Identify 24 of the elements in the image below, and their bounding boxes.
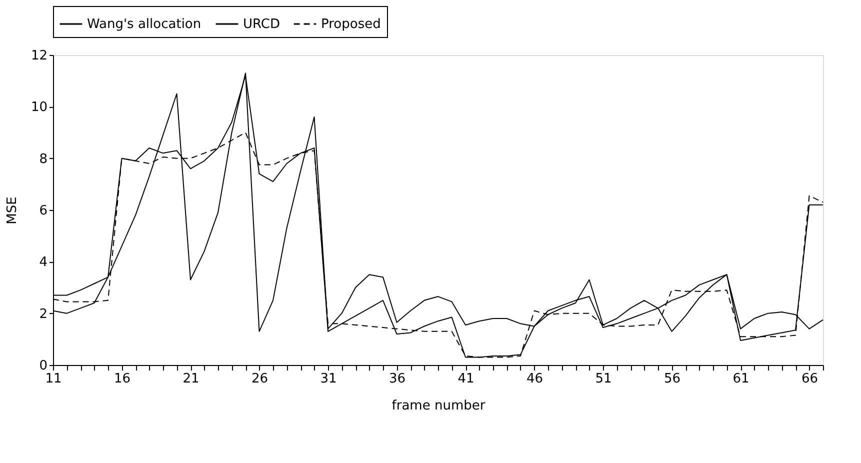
legend-label: Proposed (321, 17, 381, 32)
x-tick-label: 36 (388, 372, 406, 386)
y-tick-label: 2 (39, 306, 48, 322)
y-tick-label: 12 (30, 48, 48, 64)
y-axis-title: MSE (4, 196, 20, 224)
x-tick-label: 31 (320, 372, 337, 386)
x-tick-label: 41 (458, 372, 474, 386)
x-tick-label: 11 (45, 372, 62, 386)
x-tick-label: 16 (114, 372, 131, 386)
x-tick-label: 21 (182, 372, 200, 386)
x-tick-label: 46 (526, 372, 544, 386)
y-tick-label: 6 (39, 204, 48, 218)
x-tick-label: 26 (251, 372, 268, 386)
y-tick-label: 4 (39, 255, 48, 270)
legend-label: URCD (243, 17, 280, 32)
y-tick-label: 10 (30, 100, 48, 116)
x-tick-label: 66 (801, 372, 818, 386)
y-tick-label: 8 (39, 152, 48, 167)
legend-label: Wang's allocation (87, 17, 202, 32)
y-tick-label: 0 (39, 358, 48, 374)
x-tick-label: 61 (732, 372, 750, 386)
x-tick-label: 56 (664, 372, 681, 386)
x-tick-label: 51 (595, 372, 612, 386)
x-axis-title: frame number (392, 398, 486, 414)
